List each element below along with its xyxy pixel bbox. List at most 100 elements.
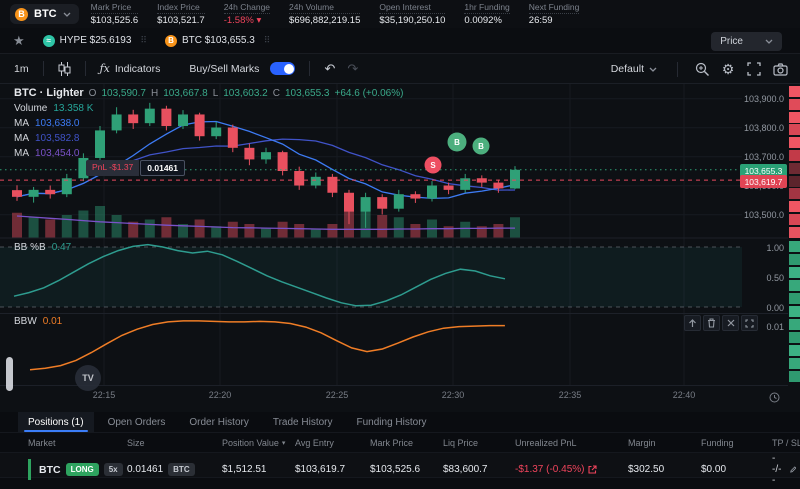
column-label: Margin (628, 437, 656, 448)
pane-controls (684, 315, 758, 331)
buysell-marks-control[interactable]: Buy/Sell Marks (183, 62, 301, 75)
tab-funding-history[interactable]: Funding History (356, 416, 427, 428)
stat-value: $103,525.6 (90, 15, 139, 26)
chart-style-button[interactable] (52, 61, 77, 76)
depth-cell-green (789, 371, 800, 382)
interval-button[interactable]: 1m (14, 62, 29, 75)
position-pnl-pill[interactable]: PnL -$1.37 0.01461 (86, 160, 186, 176)
layout-dropdown[interactable]: Default (605, 63, 663, 75)
column-header[interactable]: Funding (701, 438, 772, 448)
stat: Next Funding 26:59 (528, 2, 580, 26)
favorites-star-icon[interactable]: ★ (13, 32, 25, 48)
stat-label: Index Price (157, 2, 205, 14)
column-header[interactable]: Avg Entry (295, 438, 370, 448)
undo-icon[interactable]: ↶ (324, 60, 336, 76)
bbw-legend: BBW 0.01 (14, 316, 63, 327)
column-label: Mark Price (370, 437, 414, 448)
tab-positions-[interactable]: Positions (1) (18, 412, 94, 432)
chart-canvas[interactable]: S B B (0, 84, 788, 385)
funding-cell: $0.00 (701, 464, 727, 475)
sort-icon: ▾ (281, 439, 286, 447)
chart-area[interactable]: S B B BTC · Lighter O 103,590.7 H 103,667.8 … (0, 84, 800, 403)
zoom-in-icon[interactable] (692, 59, 712, 79)
buysell-marks-toggle[interactable] (270, 62, 296, 75)
price-axis-tick: 103,700.0 (743, 152, 784, 163)
position-value-cell: $1,512.51 (222, 464, 267, 475)
column-label: Unrealized PnL (515, 437, 577, 448)
column-header[interactable]: Mark Price (370, 438, 443, 448)
share-pnl-icon[interactable] (588, 465, 598, 474)
hype-icon: ≈ (42, 34, 55, 47)
symbol-selector[interactable]: B BTC (10, 4, 79, 24)
depth-cell-green (789, 254, 800, 265)
stat-value: $35,190,250.10 (379, 15, 446, 26)
chart-title: BTC · Lighter (14, 87, 84, 99)
depth-cell-green (789, 267, 800, 278)
top-stats-bar: B BTC Mark Price $103,525.6 Index Price $10… (0, 0, 800, 28)
table-row[interactable]: BTC LONG 5x 0.01461 BTC $1,512.51 $103,6… (0, 453, 800, 486)
watchlist-item[interactable]: B BTC $103,655.3 ⠿ (164, 34, 271, 47)
camera-snapshot-icon[interactable] (770, 59, 790, 79)
avg-entry-cell: $103,619.7 (295, 464, 346, 475)
tradingview-logo[interactable]: TV (75, 365, 101, 391)
chevron-down-icon (649, 67, 657, 72)
last-price-badge: 103,655.3 (740, 164, 787, 177)
depth-strip (788, 84, 800, 385)
stat: Open Interest $35,190,250.10 (379, 2, 446, 26)
drag-handle-icon[interactable]: ⠿ (263, 35, 271, 45)
drawing-toolbar-handle[interactable] (6, 357, 13, 391)
stat-label: Open Interest (379, 2, 446, 14)
liq-price-cell: $83,600.7 (443, 464, 488, 475)
column-header[interactable]: Margin (628, 438, 701, 448)
indicators-button[interactable]: ƒx Indicators (99, 62, 161, 75)
chevron-down-icon (63, 12, 71, 17)
margin-cell: $302.50 (628, 464, 665, 475)
column-header[interactable]: Market (28, 438, 127, 448)
settings-gear-icon[interactable]: ⚙ (721, 60, 735, 77)
column-header[interactable]: Size (127, 438, 222, 448)
tab-open-orders[interactable]: Open Orders (107, 416, 166, 428)
btc-icon: B (164, 34, 177, 47)
stat: Mark Price $103,525.6 (90, 2, 139, 26)
depth-cell-red (789, 188, 800, 200)
fullscreen-icon[interactable] (744, 59, 764, 79)
time-axis[interactable]: 22:15 22:20 22:25 22:30 22:35 22:40 (0, 385, 788, 403)
tab-trade-history[interactable]: Trade History (272, 416, 333, 428)
watchlist-item-label: BTC $103,655.3 (181, 35, 255, 46)
column-header[interactable]: TP / SL (772, 438, 800, 448)
watchlist-item[interactable]: ≈ HYPE $25.6193 ⠿ (42, 34, 147, 47)
drag-handle-icon[interactable]: ⠿ (140, 35, 147, 45)
watchlist-bar: ★ ≈ HYPE $25.6193 ⠿ B BTC $103,655.3 ⠿ Price (0, 28, 800, 54)
stat-label: Mark Price (90, 2, 139, 14)
time-axis-label: 22:40 (672, 390, 696, 400)
depth-cell-green (789, 319, 800, 330)
depth-cell-red (789, 124, 800, 136)
depth-cell-red (789, 214, 800, 225)
pane-move-up-icon[interactable] (684, 315, 701, 331)
pane-maximize-icon[interactable] (741, 315, 758, 331)
panel-tabs: Positions (1) Open Orders Order History Tra… (0, 412, 800, 433)
column-header[interactable]: Unrealized PnL (515, 438, 628, 448)
stat-label: 24h Change (223, 2, 271, 14)
depth-cell-red (789, 201, 800, 213)
ma-legend-3: MA 103,454.0 (14, 148, 80, 159)
pane-delete-icon[interactable] (703, 315, 720, 331)
entry-price-badge: 103,619.7 (740, 175, 787, 188)
column-header[interactable]: Position Value ▾ (222, 438, 295, 448)
stat: 1hr Funding 0.0092% (464, 2, 510, 26)
table-header: Market Size Position Value ▾ Avg Entry Mark P… (0, 433, 800, 453)
price-mode-dropdown[interactable]: Price (711, 32, 782, 51)
pane-close-icon[interactable] (722, 315, 739, 331)
svg-text:B: B (454, 138, 460, 147)
clock-icon[interactable] (769, 390, 780, 408)
bb-axis-tick: 0.00 (766, 302, 784, 313)
depth-cell-green (789, 241, 800, 252)
market-cell: BTC LONG 5x (28, 459, 127, 480)
stat-label: 1hr Funding (464, 2, 510, 14)
watchlist-item-label: HYPE $25.6193 (59, 35, 132, 46)
ma-legend-1: MA 103,638.0 (14, 118, 80, 129)
tab-order-history[interactable]: Order History (189, 416, 249, 428)
column-header[interactable]: Liq Price (443, 438, 515, 448)
redo-icon[interactable]: ↷ (347, 60, 359, 76)
edit-tpsl-icon[interactable] (790, 465, 797, 474)
